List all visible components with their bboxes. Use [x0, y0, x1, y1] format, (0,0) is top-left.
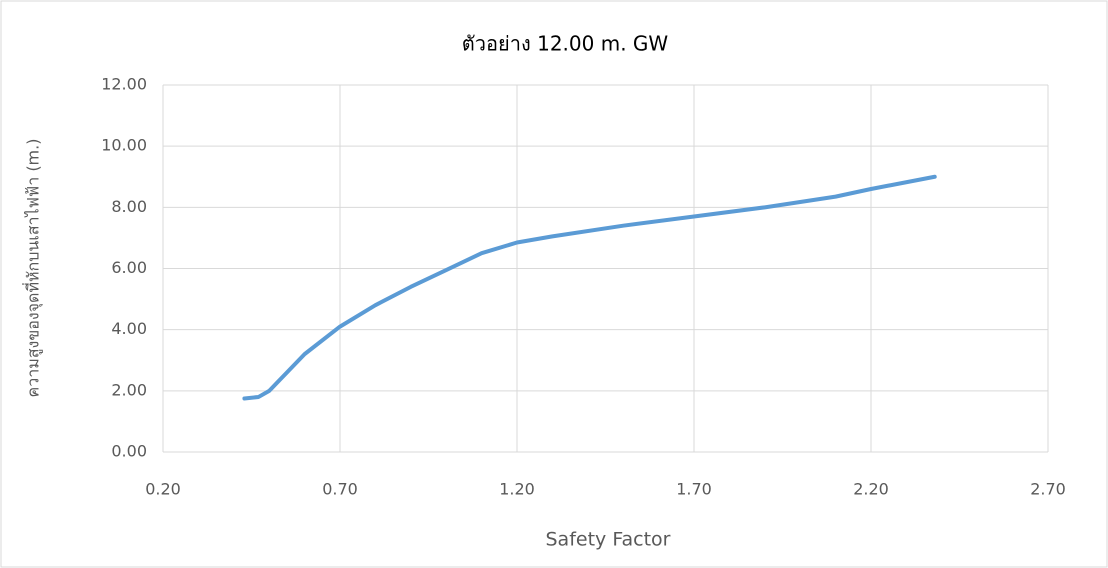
x-tick-label: 2.70 [1030, 480, 1066, 499]
x-tick-label: 1.70 [676, 480, 712, 499]
y-axis-label: ความสูงของจุดที่หักบนเสาไฟฟ้า (m.) [22, 139, 44, 398]
y-tick-label: 0.00 [111, 442, 147, 461]
y-tick-label: 10.00 [101, 136, 147, 155]
y-tick-label: 2.00 [111, 380, 147, 399]
y-tick-label: 4.00 [111, 319, 147, 338]
x-tick-label: 2.20 [853, 480, 889, 499]
y-tick-label: 6.00 [111, 258, 147, 277]
x-tick-label: 0.20 [145, 480, 181, 499]
data-line [242, 174, 937, 401]
x-tick-label: 1.20 [499, 480, 535, 499]
y-tick-label: 8.00 [111, 197, 147, 216]
y-tick-label: 12.00 [101, 75, 147, 94]
x-tick-label: 0.70 [322, 480, 358, 499]
chart-title: ตัวอย่าง 12.00 m. GW [462, 32, 669, 56]
x-axis-label: Safety Factor [546, 529, 671, 551]
